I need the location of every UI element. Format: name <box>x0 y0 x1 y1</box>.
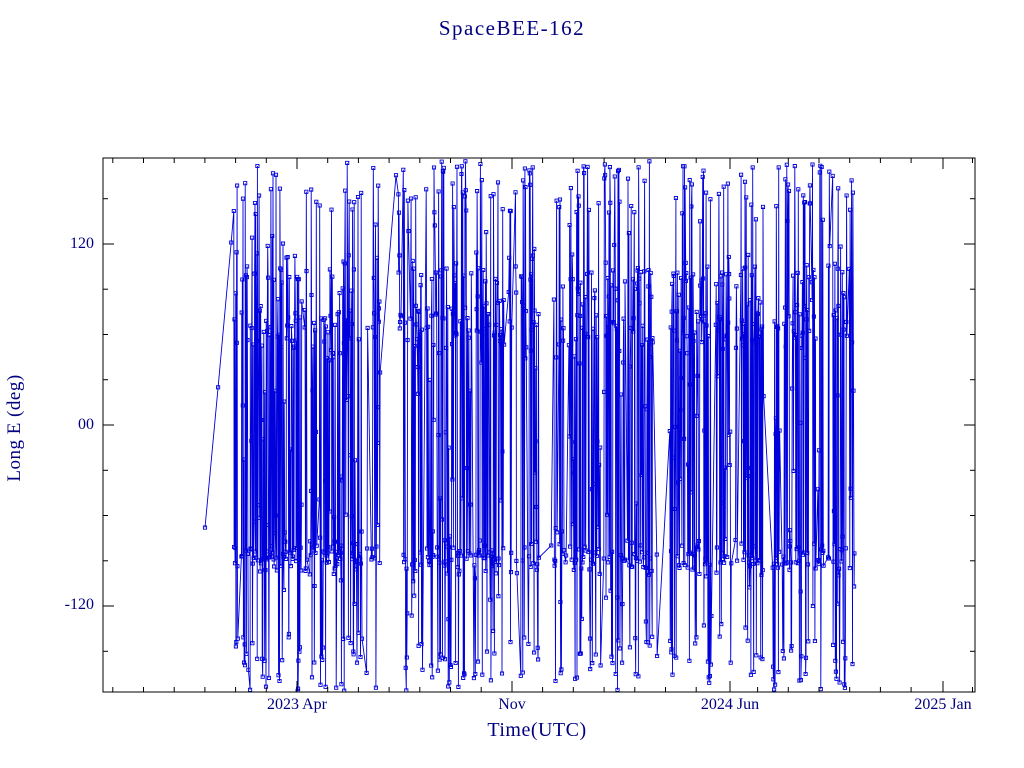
y-tick-label-120: 120 <box>70 235 94 252</box>
data-line <box>204 161 855 691</box>
x-tick-label-2024-jun: 2024 Jun <box>700 696 760 713</box>
y-axis-label: Long E (deg) <box>4 374 25 482</box>
axis-frame <box>102 157 976 693</box>
x-tick-label-2023-apr: 2023 Apr <box>267 696 327 713</box>
x-tick-label-nov: Nov <box>498 696 526 713</box>
data-markers <box>202 159 857 692</box>
y-tick-label-neg120: -120 <box>64 596 94 613</box>
axis-ticks <box>102 157 976 693</box>
x-tick-label-2025-jan: 2025 Jan <box>914 696 972 713</box>
x-axis-label: Time(UTC) <box>487 719 587 741</box>
chart-title: SpaceBEE-162 <box>438 16 586 40</box>
y-tick-label-0: 00 <box>78 416 94 433</box>
